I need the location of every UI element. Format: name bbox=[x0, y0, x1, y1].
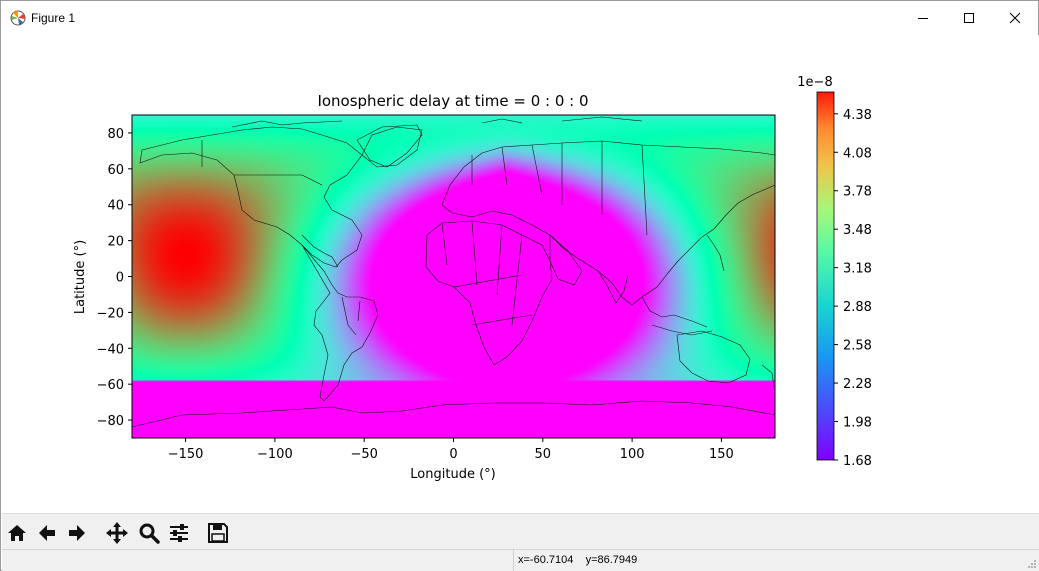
heatmap-area bbox=[132, 115, 775, 438]
heatmap-image bbox=[132, 115, 775, 438]
chart-title: Ionospheric delay at time = 0 : 0 : 0 bbox=[317, 92, 588, 110]
colorbar-offset-label: 1e−8 bbox=[797, 75, 832, 90]
resize-grip-icon[interactable] bbox=[1027, 559, 1037, 569]
close-icon bbox=[1009, 12, 1021, 24]
floppy-disk-icon bbox=[208, 523, 228, 543]
back-button[interactable] bbox=[34, 520, 60, 546]
colorbar-ticks: 1.68 1.98 2.28 2.58 2.88 3.18 3.48 3.78 4.08 4.38 bbox=[834, 108, 872, 469]
zoom-button[interactable] bbox=[136, 520, 162, 546]
colorbar-tick-label: 2.28 bbox=[843, 377, 872, 392]
magnifier-icon bbox=[139, 523, 160, 544]
sliders-icon bbox=[170, 524, 188, 542]
x-axis-label: Longitude (°) bbox=[410, 467, 495, 482]
y-tick-label: 60 bbox=[107, 163, 124, 178]
colorbar bbox=[816, 91, 835, 461]
minimize-icon bbox=[918, 18, 928, 19]
arrow-left-icon bbox=[39, 525, 55, 541]
x-tick-label: 100 bbox=[620, 447, 645, 462]
colorbar-tick-label: 1.98 bbox=[843, 416, 872, 431]
y-tick-label: 20 bbox=[107, 235, 124, 250]
colorbar-tick-label: 2.88 bbox=[843, 300, 872, 315]
matplotlib-icon bbox=[10, 10, 26, 26]
x-tick-label: 150 bbox=[709, 447, 734, 462]
maximize-icon bbox=[964, 13, 974, 23]
x-tick-label: −50 bbox=[350, 447, 377, 462]
minimize-button[interactable] bbox=[900, 1, 946, 35]
home-button[interactable] bbox=[4, 520, 30, 546]
heatmap-figure: Ionospheric delay at time = 0 : 0 : 0 bbox=[73, 75, 872, 482]
x-tick-label: 50 bbox=[535, 447, 552, 462]
x-tick-label: −100 bbox=[257, 447, 293, 462]
colorbar-tick-label: 3.18 bbox=[843, 262, 872, 277]
arrow-right-icon bbox=[69, 525, 85, 541]
title-bar: Figure 1 bbox=[1, 1, 1038, 35]
y-tick-label: −80 bbox=[97, 414, 124, 429]
close-button[interactable] bbox=[992, 1, 1038, 35]
maximize-button[interactable] bbox=[946, 1, 992, 35]
x-tick-label: −150 bbox=[168, 447, 204, 462]
colorbar-tick-label: 1.68 bbox=[843, 454, 872, 469]
y-tick-label: −40 bbox=[97, 342, 124, 357]
configure-subplots-button[interactable] bbox=[166, 520, 192, 546]
y-tick-label: 0 bbox=[116, 271, 124, 286]
move-icon bbox=[106, 522, 128, 544]
x-axis: −150 −100 −50 0 50 100 150 bbox=[168, 438, 734, 462]
pan-button[interactable] bbox=[104, 520, 130, 546]
colorbar-tick-label: 2.58 bbox=[843, 339, 872, 354]
navigation-toolbar bbox=[2, 513, 1039, 549]
colorbar-tick-label: 3.78 bbox=[843, 185, 872, 200]
y-axis: 80 60 40 20 0 −20 −40 −60 −80 bbox=[97, 127, 132, 429]
colorbar-tick-label: 4.08 bbox=[843, 146, 872, 161]
y-tick-label: −20 bbox=[97, 306, 124, 321]
status-bar: x=-60.7104 y=86.7949 bbox=[2, 549, 1039, 571]
y-tick-label: −60 bbox=[97, 378, 124, 393]
forward-button[interactable] bbox=[64, 520, 90, 546]
colorbar-tick-label: 3.48 bbox=[843, 223, 872, 238]
home-icon bbox=[8, 525, 26, 541]
y-tick-label: 40 bbox=[107, 199, 124, 214]
window-title: Figure 1 bbox=[31, 11, 76, 25]
colorbar-tick-label: 4.38 bbox=[843, 108, 872, 123]
y-axis-label: Latitude (°) bbox=[73, 240, 88, 314]
cursor-coordinates: x=-60.7104 y=86.7949 bbox=[513, 550, 637, 571]
x-tick-label: 0 bbox=[449, 447, 457, 462]
save-button[interactable] bbox=[205, 520, 231, 546]
coastlines bbox=[132, 116, 775, 428]
figure-canvas[interactable]: Ionospheric delay at time = 0 : 0 : 0 bbox=[2, 35, 1039, 513]
y-tick-label: 80 bbox=[107, 127, 124, 142]
